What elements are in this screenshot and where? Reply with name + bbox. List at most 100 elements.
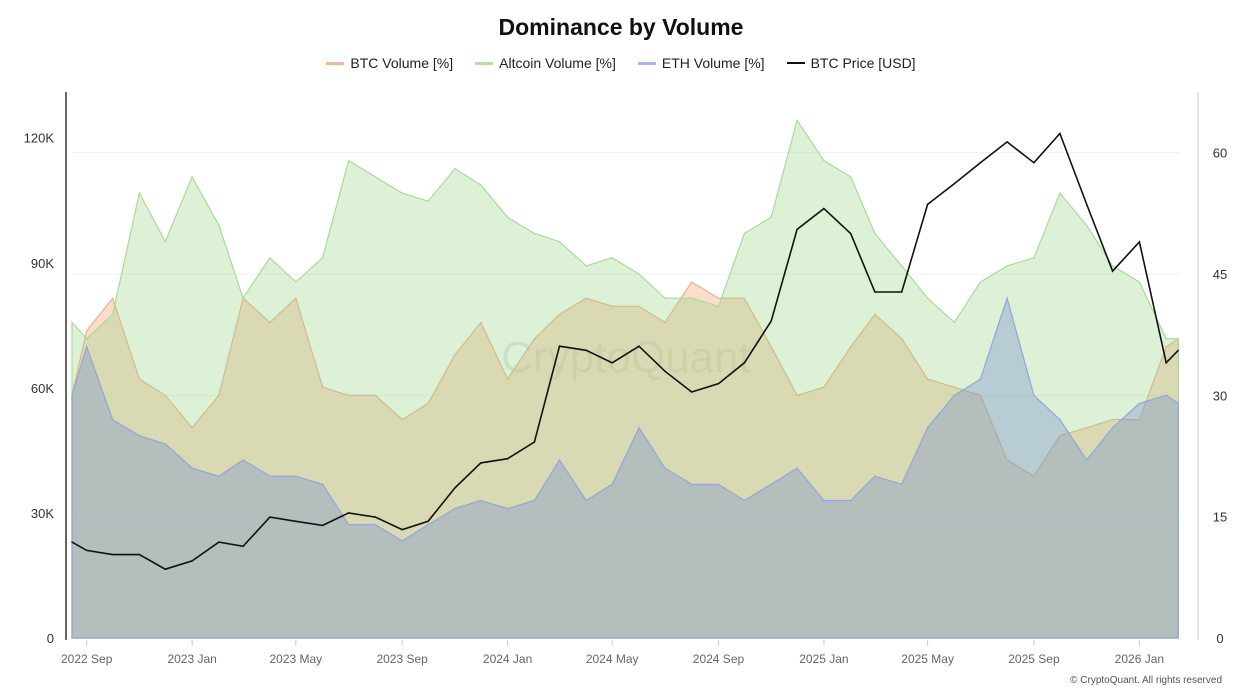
data-point bbox=[71, 394, 73, 397]
data-point bbox=[191, 176, 193, 178]
legend-swatch bbox=[475, 61, 494, 65]
data-point bbox=[191, 426, 193, 429]
data-point bbox=[926, 203, 929, 206]
data-point bbox=[638, 426, 640, 429]
data-point bbox=[401, 528, 404, 531]
data-point bbox=[638, 273, 640, 275]
data-point bbox=[1138, 402, 1141, 405]
x-tick-label: 2022 Sep bbox=[61, 652, 113, 666]
data-point bbox=[1111, 426, 1114, 429]
data-point bbox=[558, 345, 561, 348]
data-point bbox=[480, 184, 482, 186]
data-point bbox=[1165, 394, 1167, 397]
data-point bbox=[191, 467, 193, 469]
data-point bbox=[533, 232, 536, 235]
data-point bbox=[690, 391, 693, 393]
data-point bbox=[874, 475, 876, 478]
data-point bbox=[638, 305, 640, 308]
data-point bbox=[1111, 418, 1114, 421]
data-point bbox=[953, 386, 956, 389]
x-tick-label: 2024 Jan bbox=[483, 652, 532, 666]
data-point bbox=[242, 459, 244, 461]
data-point bbox=[1059, 435, 1061, 437]
data-point bbox=[480, 321, 482, 324]
data-point bbox=[347, 394, 350, 397]
data-point bbox=[321, 257, 324, 259]
data-point bbox=[1006, 297, 1008, 300]
watermark: CryptoQuant bbox=[501, 333, 750, 382]
x-tick-label: 2025 Jan bbox=[799, 652, 848, 666]
data-point bbox=[427, 200, 429, 202]
legend-item-btc-price[interactable]: BTC Price [USD] bbox=[786, 55, 916, 71]
btc-price-line bbox=[71, 131, 1179, 571]
data-point bbox=[295, 520, 297, 523]
data-point bbox=[506, 216, 509, 219]
data-point bbox=[1059, 192, 1061, 194]
data-point bbox=[849, 499, 852, 502]
data-point bbox=[295, 297, 297, 300]
data-point bbox=[638, 345, 640, 348]
data-point bbox=[533, 337, 536, 340]
data-point bbox=[874, 313, 876, 316]
data-point bbox=[111, 418, 114, 421]
data-point bbox=[979, 161, 982, 164]
data-point bbox=[823, 207, 825, 210]
data-point bbox=[796, 394, 798, 397]
data-point bbox=[926, 378, 929, 380]
data-point bbox=[690, 483, 693, 486]
data-point bbox=[454, 507, 456, 510]
data-point bbox=[218, 394, 220, 397]
y-right-tick-label: 30 bbox=[1213, 388, 1227, 403]
data-point bbox=[823, 386, 825, 389]
data-point bbox=[138, 192, 141, 194]
data-point bbox=[1177, 337, 1180, 340]
data-point bbox=[427, 523, 429, 526]
data-point bbox=[295, 281, 297, 283]
data-point bbox=[953, 321, 956, 324]
data-point bbox=[900, 291, 903, 293]
data-point bbox=[1033, 161, 1035, 164]
data-point bbox=[1006, 459, 1008, 461]
data-point bbox=[900, 265, 903, 267]
data-point bbox=[585, 297, 587, 300]
x-tick-label: 2024 May bbox=[586, 652, 639, 666]
data-point bbox=[611, 257, 613, 259]
data-point bbox=[849, 346, 852, 348]
data-point bbox=[480, 462, 482, 464]
data-point bbox=[953, 182, 956, 185]
data-point bbox=[585, 499, 587, 502]
data-point bbox=[1085, 203, 1088, 206]
data-point bbox=[664, 297, 666, 300]
data-point bbox=[796, 228, 798, 231]
data-point bbox=[321, 386, 324, 389]
data-point bbox=[164, 568, 167, 570]
y-right-tick-label: 60 bbox=[1213, 146, 1227, 161]
legend-item-btc-volume[interactable]: BTC Volume [%] bbox=[326, 55, 453, 71]
data-point bbox=[1085, 224, 1088, 227]
data-point bbox=[164, 394, 167, 397]
legend-label: ETH Volume [%] bbox=[661, 55, 765, 71]
data-point bbox=[374, 523, 377, 526]
data-point bbox=[454, 168, 456, 170]
data-point bbox=[770, 346, 772, 348]
data-point bbox=[743, 232, 746, 235]
data-point bbox=[1059, 418, 1061, 421]
legend-swatch bbox=[637, 61, 656, 65]
data-point bbox=[1033, 257, 1035, 259]
data-point bbox=[585, 265, 587, 267]
data-point bbox=[111, 297, 114, 300]
legend: BTC Volume [%] Altcoin Volume [%] ETH Vo… bbox=[0, 55, 1242, 71]
data-point bbox=[690, 297, 693, 300]
data-point bbox=[427, 402, 429, 405]
y-left-tick-label: 90K bbox=[31, 256, 54, 271]
data-point bbox=[269, 516, 271, 518]
data-point bbox=[717, 382, 720, 385]
data-point bbox=[770, 216, 772, 219]
data-point bbox=[717, 305, 720, 308]
data-point bbox=[1006, 265, 1008, 267]
data-point bbox=[138, 553, 141, 556]
x-tick-label: 2023 Jan bbox=[167, 652, 216, 666]
legend-item-eth-volume[interactable]: ETH Volume [%] bbox=[637, 55, 765, 71]
legend-item-altcoin-volume[interactable]: Altcoin Volume [%] bbox=[475, 55, 616, 71]
